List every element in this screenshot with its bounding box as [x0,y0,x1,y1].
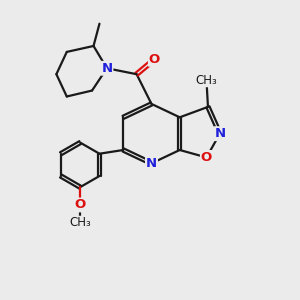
Text: CH₃: CH₃ [196,74,217,87]
Text: N: N [146,157,157,170]
Text: N: N [101,62,112,75]
Text: CH₃: CH₃ [69,216,91,229]
Text: O: O [201,151,212,164]
Text: O: O [74,199,86,212]
Text: N: N [214,127,225,140]
Text: O: O [149,53,160,66]
